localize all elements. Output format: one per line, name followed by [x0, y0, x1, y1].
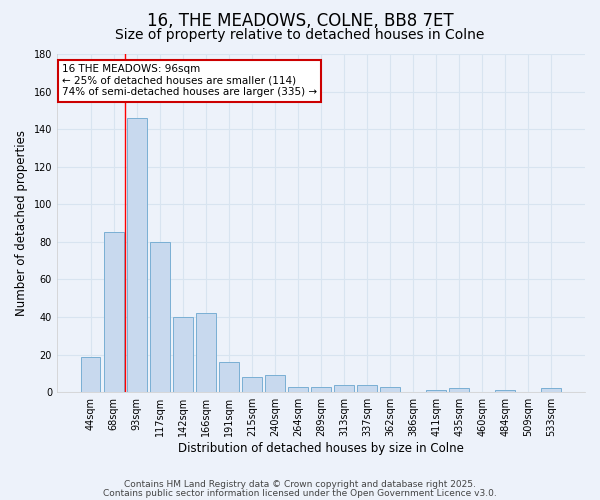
Bar — [196, 314, 215, 392]
Bar — [496, 390, 515, 392]
Bar — [104, 232, 124, 392]
Text: Contains public sector information licensed under the Open Government Licence v3: Contains public sector information licen… — [103, 489, 497, 498]
Bar — [219, 362, 239, 392]
Bar — [242, 377, 262, 392]
Text: Size of property relative to detached houses in Colne: Size of property relative to detached ho… — [115, 28, 485, 42]
Bar — [541, 388, 561, 392]
Bar — [288, 386, 308, 392]
Bar — [334, 384, 354, 392]
Bar — [265, 376, 284, 392]
Bar — [150, 242, 170, 392]
Text: Contains HM Land Registry data © Crown copyright and database right 2025.: Contains HM Land Registry data © Crown c… — [124, 480, 476, 489]
Bar — [357, 384, 377, 392]
Y-axis label: Number of detached properties: Number of detached properties — [15, 130, 28, 316]
Text: 16 THE MEADOWS: 96sqm
← 25% of detached houses are smaller (114)
74% of semi-det: 16 THE MEADOWS: 96sqm ← 25% of detached … — [62, 64, 317, 98]
Bar — [380, 386, 400, 392]
Bar — [426, 390, 446, 392]
Bar — [311, 386, 331, 392]
Bar — [81, 356, 100, 392]
Bar — [127, 118, 146, 392]
Bar — [173, 317, 193, 392]
Text: 16, THE MEADOWS, COLNE, BB8 7ET: 16, THE MEADOWS, COLNE, BB8 7ET — [146, 12, 454, 30]
X-axis label: Distribution of detached houses by size in Colne: Distribution of detached houses by size … — [178, 442, 464, 455]
Bar — [449, 388, 469, 392]
